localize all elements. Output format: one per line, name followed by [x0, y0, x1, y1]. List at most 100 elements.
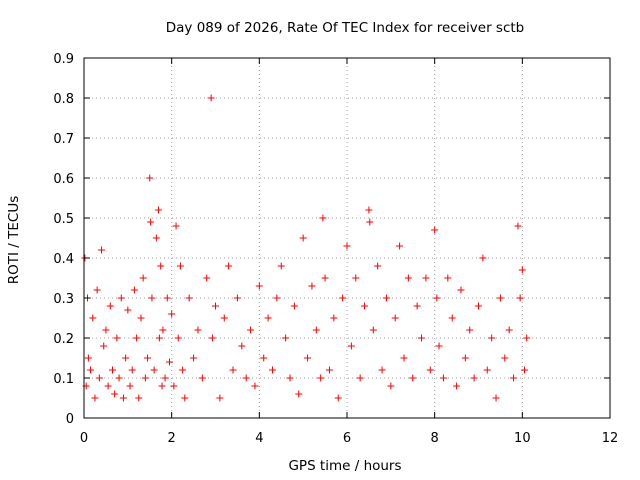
data-point	[461, 354, 469, 362]
data-point	[179, 366, 187, 374]
data-point	[172, 222, 180, 230]
data-point	[501, 354, 509, 362]
data-point	[516, 294, 524, 302]
data-point	[170, 382, 178, 390]
data-point	[483, 366, 491, 374]
data-point	[448, 314, 456, 322]
x-tick-label: 0	[80, 431, 88, 446]
x-axis-label: GPS time / hours	[288, 458, 401, 474]
data-point	[137, 314, 145, 322]
data-point	[168, 310, 176, 318]
data-point	[496, 294, 504, 302]
data-point	[431, 226, 439, 234]
data-point	[155, 334, 163, 342]
data-point	[444, 274, 452, 282]
data-point	[106, 302, 114, 310]
data-point	[374, 262, 382, 270]
data-point	[277, 262, 285, 270]
data-point	[89, 314, 97, 322]
x-tick-label: 6	[343, 431, 351, 446]
data-point	[216, 394, 224, 402]
data-point	[194, 326, 202, 334]
data-point	[220, 314, 228, 322]
data-point	[321, 274, 329, 282]
data-point	[119, 394, 127, 402]
data-point	[157, 262, 165, 270]
data-point	[334, 394, 342, 402]
data-point	[165, 358, 173, 366]
y-tick-label: 0.9	[53, 52, 74, 67]
data-point	[198, 374, 206, 382]
data-point	[343, 242, 351, 250]
data-point	[308, 282, 316, 290]
data-point	[347, 342, 355, 350]
data-point	[299, 234, 307, 242]
data-point	[91, 394, 99, 402]
y-tick-label: 0.8	[53, 92, 74, 107]
data-point	[518, 266, 526, 274]
data-point	[128, 366, 136, 374]
x-tick-label: 12	[602, 431, 619, 446]
data-point	[387, 382, 395, 390]
data-point	[87, 366, 95, 374]
y-tick-label: 0.1	[53, 372, 74, 387]
data-point	[523, 334, 531, 342]
y-tick-label: 0.4	[53, 252, 74, 267]
data-point	[290, 302, 298, 310]
x-tick-label: 4	[255, 431, 263, 446]
data-point	[247, 326, 255, 334]
data-point	[163, 294, 171, 302]
data-point	[95, 374, 103, 382]
data-point	[174, 334, 182, 342]
data-point	[108, 366, 116, 374]
data-point	[225, 262, 233, 270]
data-point	[260, 354, 268, 362]
data-point	[242, 374, 250, 382]
x-tick-label: 10	[514, 431, 531, 446]
data-point	[339, 294, 347, 302]
grid-lines	[84, 58, 610, 418]
data-point	[158, 382, 166, 390]
data-point	[117, 294, 125, 302]
data-point	[102, 326, 110, 334]
data-point	[185, 294, 193, 302]
y-tick-label: 0.2	[53, 332, 74, 347]
data-point	[190, 354, 198, 362]
data-point	[115, 374, 123, 382]
data-point	[144, 354, 152, 362]
data-point	[150, 366, 158, 374]
data-point	[233, 294, 241, 302]
y-tick-label: 0.5	[53, 212, 74, 227]
data-point	[488, 334, 496, 342]
data-point	[312, 326, 320, 334]
data-point	[330, 314, 338, 322]
y-tick-label: 0.3	[53, 292, 74, 307]
data-point	[229, 366, 237, 374]
data-point	[161, 374, 169, 382]
data-point	[426, 366, 434, 374]
data-point	[422, 274, 430, 282]
data-point	[475, 302, 482, 310]
data-point	[325, 366, 333, 374]
data-point	[391, 314, 399, 322]
data-point	[141, 374, 149, 382]
y-axis-label: ROTI / TECUs	[6, 196, 22, 284]
data-point	[365, 206, 373, 214]
data-point	[295, 390, 303, 398]
data-points	[81, 94, 531, 402]
data-point	[268, 366, 276, 374]
data-point	[366, 218, 374, 226]
data-point	[104, 382, 112, 390]
data-point	[382, 294, 390, 302]
data-point	[155, 206, 163, 214]
data-point	[409, 374, 417, 382]
data-point	[273, 294, 281, 302]
data-point	[470, 374, 478, 382]
data-point	[207, 94, 215, 102]
data-point	[361, 302, 369, 310]
data-point	[98, 246, 106, 254]
data-point	[404, 274, 412, 282]
data-point	[93, 286, 101, 294]
data-point	[352, 274, 360, 282]
